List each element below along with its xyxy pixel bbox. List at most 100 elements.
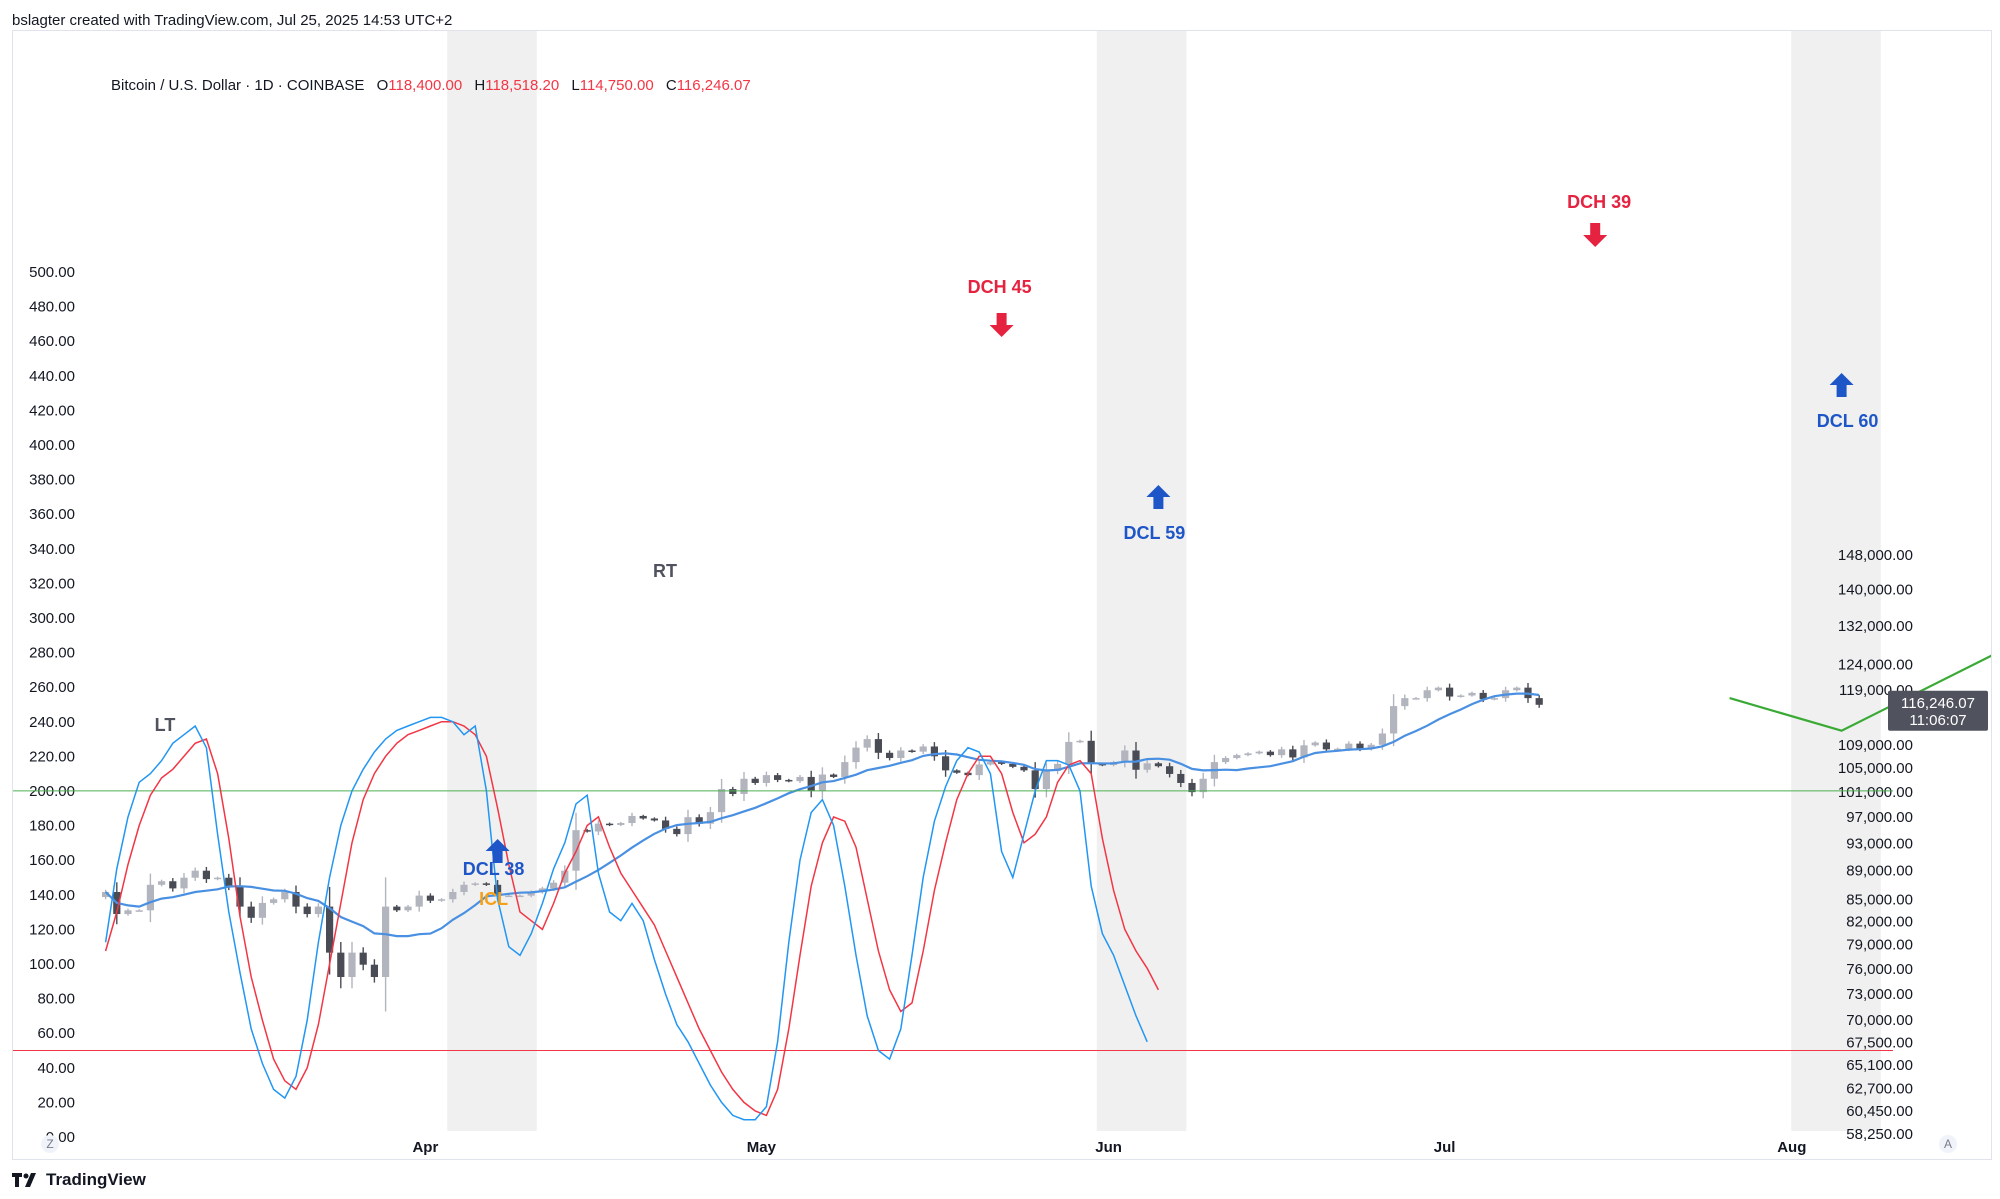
candle-body bbox=[930, 746, 938, 757]
close-value: 116,246.07 bbox=[676, 77, 751, 94]
candle-body bbox=[1412, 698, 1420, 700]
left-axis-label: 240.00 bbox=[29, 714, 75, 731]
candle-body bbox=[1087, 740, 1095, 764]
brand-label: TradingView bbox=[46, 1170, 146, 1189]
left-axis-label: 40.00 bbox=[37, 1060, 75, 1077]
left-axis-label: 60.00 bbox=[37, 1025, 75, 1042]
x-axis-label: Apr bbox=[412, 1139, 438, 1156]
left-axis-label: 20.00 bbox=[37, 1094, 75, 1111]
candle-body bbox=[695, 817, 703, 824]
candle-body bbox=[751, 778, 759, 783]
moving-average-line bbox=[104, 692, 1540, 938]
left-axis-label: 300.00 bbox=[29, 610, 75, 627]
right-axis-label: 67,500.00 bbox=[1846, 1034, 1913, 1051]
cycle-window-shade bbox=[1096, 31, 1187, 1131]
candle-body bbox=[1278, 749, 1286, 756]
left-axis-label: 460.00 bbox=[29, 333, 75, 350]
dch-39-label: DCH 39 bbox=[1567, 192, 1631, 212]
right-axis-label: 124,000.00 bbox=[1838, 657, 1913, 674]
cycle-high-arrow-icon bbox=[989, 313, 1014, 337]
candle-body bbox=[270, 899, 278, 903]
left-axis-label: 400.00 bbox=[29, 437, 75, 454]
candle-body bbox=[1143, 763, 1151, 770]
cycle-low-arrow-icon bbox=[1829, 373, 1854, 397]
candle-body bbox=[908, 750, 916, 752]
candle-body bbox=[292, 891, 300, 907]
candle-body bbox=[426, 895, 434, 901]
candle-body bbox=[1300, 745, 1308, 758]
right-axis-label: 85,000.00 bbox=[1846, 891, 1913, 908]
candle-body bbox=[1244, 753, 1252, 756]
candle-body bbox=[762, 775, 770, 783]
right-axis-label: 73,000.00 bbox=[1846, 986, 1913, 1003]
candle-body bbox=[236, 886, 244, 907]
candle-body bbox=[639, 815, 647, 819]
candle-body bbox=[550, 882, 558, 889]
candle-body bbox=[774, 775, 782, 780]
candle-body bbox=[1154, 763, 1162, 767]
candle-body bbox=[460, 884, 468, 892]
candle-body bbox=[1289, 749, 1297, 758]
candle-body bbox=[1434, 687, 1442, 691]
candle-body bbox=[953, 770, 961, 773]
candle-body bbox=[1490, 698, 1498, 700]
candle-body bbox=[1188, 782, 1196, 793]
candle-body bbox=[382, 906, 390, 978]
left-axis-label: 340.00 bbox=[29, 541, 75, 558]
right-axis-label: 101,000.00 bbox=[1838, 784, 1913, 801]
low-label: L bbox=[571, 77, 580, 94]
candle-body bbox=[1322, 742, 1330, 750]
right-axis-label: 105,000.00 bbox=[1838, 760, 1913, 777]
right-axis-label: 97,000.00 bbox=[1846, 809, 1913, 826]
candle-body bbox=[1446, 687, 1454, 697]
candle-body bbox=[1356, 743, 1364, 749]
candle-body bbox=[1076, 740, 1084, 743]
x-axis-label: Aug bbox=[1777, 1139, 1806, 1156]
dcl-38-label: DCL 38 bbox=[463, 859, 525, 879]
candle-body bbox=[1065, 741, 1073, 764]
candle-body bbox=[606, 823, 614, 826]
cycle-window-shade bbox=[447, 31, 537, 1131]
zoom-reset-button[interactable]: Z bbox=[41, 1135, 59, 1153]
candle-body bbox=[314, 906, 322, 915]
candle-body bbox=[583, 830, 591, 832]
candle-body bbox=[202, 870, 210, 880]
chart-credit: bslagter created with TradingView.com, J… bbox=[12, 12, 453, 29]
close-label: C bbox=[665, 77, 677, 94]
right-axis-label: 82,000.00 bbox=[1846, 914, 1913, 931]
open-label: O bbox=[376, 77, 389, 94]
left-axis-label: 140.00 bbox=[29, 887, 75, 904]
candle-body bbox=[617, 823, 625, 825]
chart-frame[interactable]: 500.00 480.00 460.00 440.00 420.00 400.00 380.… bbox=[12, 30, 1992, 1160]
candle-body bbox=[673, 828, 681, 835]
candle-body bbox=[1222, 758, 1230, 763]
right-axis-label: 93,000.00 bbox=[1846, 835, 1913, 852]
left-axis-label: 180.00 bbox=[29, 818, 75, 835]
cycle-low-arrow-icon bbox=[485, 839, 510, 863]
right-axis-label: 65,100.00 bbox=[1846, 1057, 1913, 1074]
candle-body bbox=[1367, 744, 1375, 749]
candle-body bbox=[897, 750, 905, 759]
candle-body bbox=[1390, 706, 1398, 734]
stoch-k-line bbox=[104, 716, 1148, 1121]
footer-brand: TradingView bbox=[12, 1170, 146, 1190]
candle-body bbox=[225, 877, 233, 887]
right-axis-label: 109,000.00 bbox=[1838, 737, 1913, 754]
cycle-window-shade bbox=[1791, 31, 1881, 1131]
candle-body bbox=[729, 789, 737, 794]
candle-body bbox=[1378, 733, 1386, 745]
candle-body bbox=[1132, 750, 1140, 770]
left-axis-label: 440.00 bbox=[29, 368, 75, 385]
auto-scale-button[interactable]: A bbox=[1939, 1135, 1957, 1153]
left-axis-label: 260.00 bbox=[29, 679, 75, 696]
dcl-60-label: DCL 60 bbox=[1817, 411, 1879, 431]
candle-body bbox=[258, 902, 266, 918]
candle-body bbox=[650, 818, 658, 821]
cycle-low-arrow-icon bbox=[1146, 485, 1171, 509]
candle-body bbox=[841, 762, 849, 777]
cycle-high-arrow-icon bbox=[1583, 223, 1608, 247]
left-axis-label: 280.00 bbox=[29, 645, 75, 662]
candle-body bbox=[471, 883, 479, 885]
chart-canvas[interactable]: 500.00 480.00 460.00 440.00 420.00 400.00 380.… bbox=[13, 31, 1991, 1159]
candle-body bbox=[516, 895, 524, 898]
